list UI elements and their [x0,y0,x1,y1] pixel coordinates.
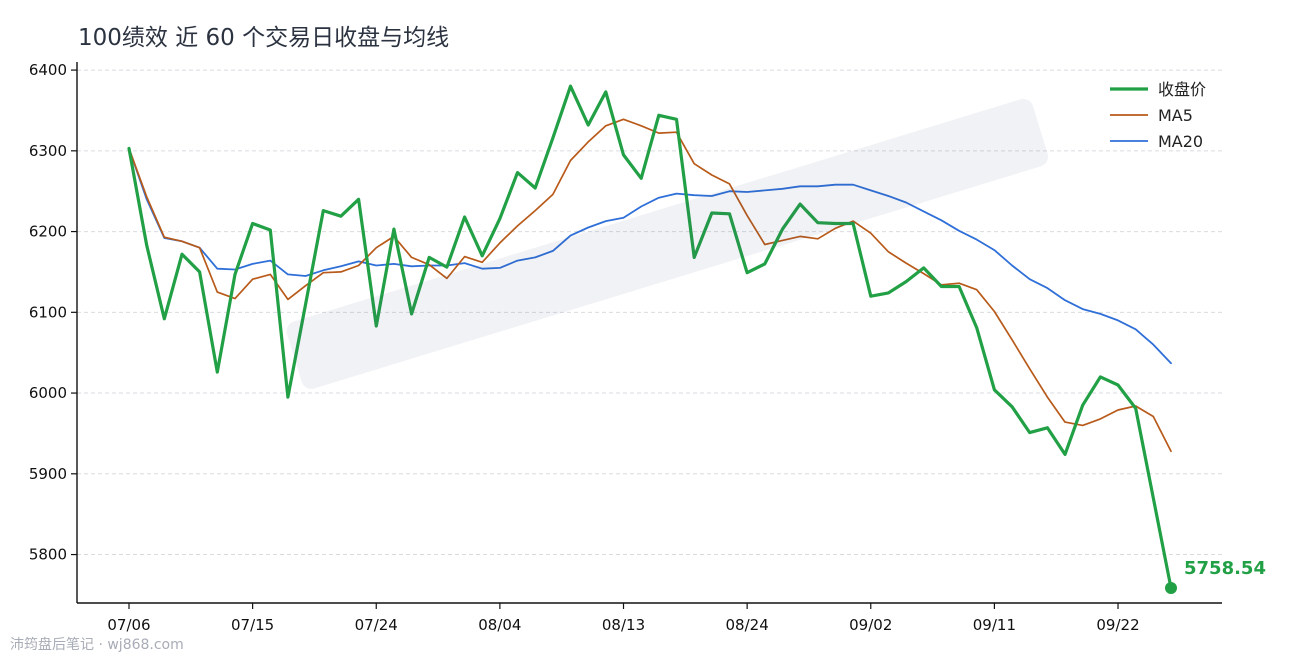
ma20-line [128,147,1172,365]
y-tick-label: 5900 [29,465,67,483]
x-tick-label: 08/24 [726,616,769,634]
legend-ma20-label: MA20 [1158,132,1203,151]
x-tick-label: 08/04 [478,616,521,634]
last-value-marker: 5758.54 [1165,558,1266,595]
x-tick-label: 08/13 [602,616,645,634]
x-tick-label: 09/11 [973,616,1016,634]
y-tick-label: 6100 [29,303,67,321]
close-price-line [127,84,1173,590]
x-tick-label: 07/06 [107,616,150,634]
axes [76,62,1222,604]
last-value-label: 5758.54 [1184,558,1266,579]
legend: 收盘价 MA5 MA20 [1110,80,1206,151]
y-axis-ticks: 5800 5900 6000 6100 6200 6300 6400 [29,61,77,564]
y-tick-label: 6400 [29,61,67,79]
grid-lines [77,69,1222,556]
series-lines [127,84,1173,590]
last-point [1165,582,1177,595]
x-tick-label: 09/02 [849,616,892,634]
legend-ma5-label: MA5 [1158,106,1193,125]
x-tick-label: 07/15 [231,616,274,634]
y-tick-label: 5800 [29,546,67,564]
footer-credit: 沛筠盘后笔记 · wj868.com [10,637,184,653]
y-tick-label: 6200 [29,223,67,241]
legend-close-label: 收盘价 [1158,80,1206,99]
ma5-line [128,118,1172,453]
x-tick-label: 07/24 [355,616,398,634]
chart-title: 100绩效 近 60 个交易日收盘与均线 [78,25,450,51]
x-tick-label: 09/22 [1096,616,1139,634]
y-tick-label: 6000 [29,384,67,402]
y-tick-label: 6300 [29,142,67,160]
x-axis-ticks: 07/06 07/15 07/24 08/04 08/13 08/24 09/02 09/11… [107,603,1140,634]
